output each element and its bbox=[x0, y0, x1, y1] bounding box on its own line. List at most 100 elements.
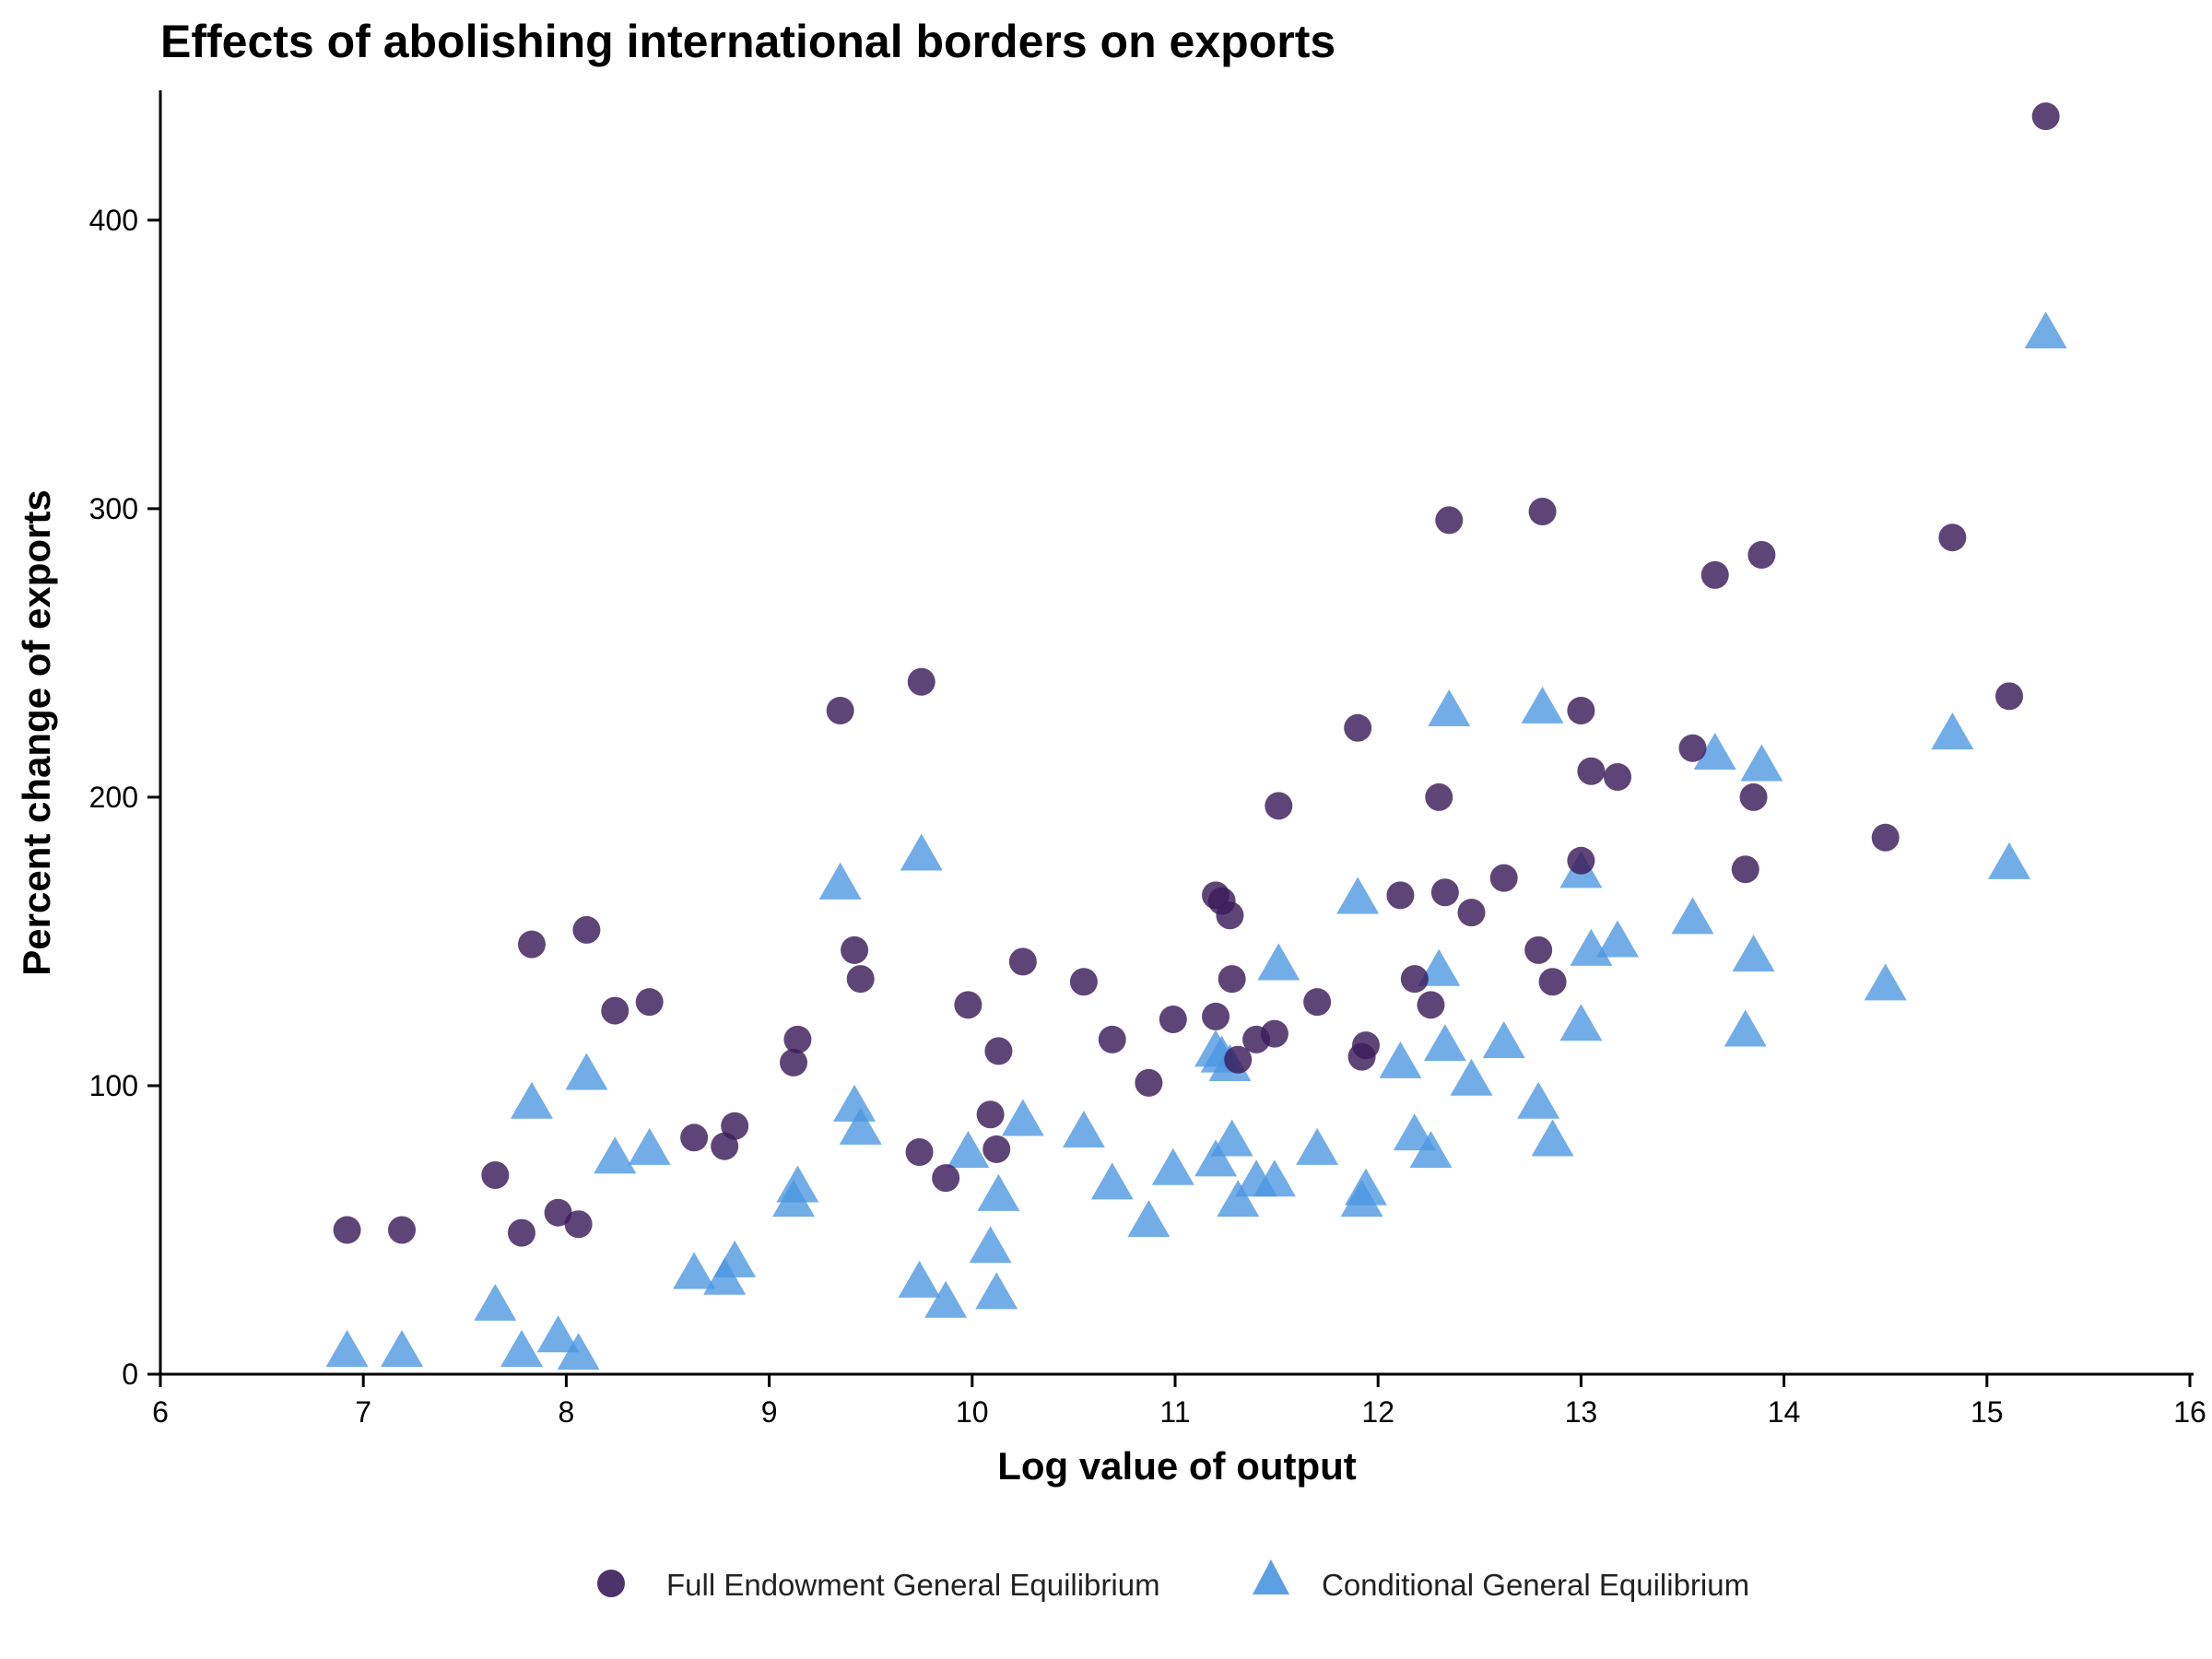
chart-title: Effects of abolishing international bord… bbox=[160, 16, 1335, 67]
conditional-ge-point bbox=[1062, 1111, 1105, 1148]
conditional-ge-point bbox=[839, 1107, 882, 1145]
full-endowment-ge-point bbox=[1303, 988, 1332, 1017]
x-tick-label: 14 bbox=[1768, 1395, 1801, 1429]
conditional-ge-point bbox=[1693, 732, 1736, 770]
conditional-ge-point bbox=[557, 1333, 600, 1371]
conditional-ge-point bbox=[1864, 963, 1907, 1001]
x-tick-label: 8 bbox=[559, 1395, 575, 1429]
full-endowment-ge-point bbox=[846, 965, 875, 994]
conditional-ge-point bbox=[1090, 1162, 1134, 1200]
legend-label-conditional: Conditional General Equilibrium bbox=[1322, 1568, 1749, 1602]
full-endowment-ge-point bbox=[1417, 991, 1445, 1019]
full-endowment-ge-point bbox=[982, 1135, 1011, 1163]
full-endowment-ge-point bbox=[1202, 1002, 1230, 1030]
full-endowment-ge-point bbox=[954, 991, 982, 1019]
x-tick-label: 6 bbox=[152, 1395, 169, 1429]
full-endowment-ge-point bbox=[564, 1210, 593, 1239]
full-endowment-ge-point bbox=[1731, 855, 1759, 884]
full-endowment-ge-point bbox=[1938, 524, 1967, 552]
full-endowment-ge-point bbox=[1069, 968, 1098, 996]
full-endowment-ge-point bbox=[976, 1100, 1005, 1129]
y-tick-label: 100 bbox=[89, 1069, 138, 1102]
full-endowment-ge-point bbox=[841, 935, 869, 964]
x-axis-label: Log value of output bbox=[997, 1444, 1357, 1488]
full-endowment-ge-point bbox=[1700, 560, 1729, 589]
x-tick-label: 10 bbox=[956, 1395, 989, 1429]
full-endowment-ge-point bbox=[932, 1164, 960, 1193]
conditional-ge-point bbox=[510, 1081, 553, 1119]
full-endowment-ge-point bbox=[1435, 506, 1464, 535]
conditional-ge-point bbox=[1344, 1168, 1387, 1206]
conditional-ge-point bbox=[1253, 1159, 1296, 1197]
full-endowment-ge-point bbox=[333, 1216, 361, 1244]
conditional-ge-point bbox=[1450, 1058, 1493, 1096]
full-endowment-ge-point bbox=[1098, 1025, 1126, 1053]
conditional-ge-point bbox=[1732, 935, 1775, 972]
full-endowment-ge-point bbox=[1995, 682, 2024, 711]
full-endowment-ge-point bbox=[2031, 102, 2060, 131]
full-endowment-ge-point bbox=[1430, 878, 1459, 907]
conditional-ge-point bbox=[536, 1315, 580, 1353]
conditional-ge-point bbox=[628, 1127, 671, 1165]
conditional-ge-point bbox=[1988, 841, 2031, 879]
conditional-ge-point bbox=[673, 1252, 716, 1289]
conditional-ge-point bbox=[1724, 1009, 1767, 1047]
full-endowment-ge-point bbox=[1489, 864, 1518, 892]
legend-marker-conditional bbox=[1253, 1559, 1289, 1594]
conditional-ge-point bbox=[500, 1329, 543, 1367]
full-endowment-ge-point bbox=[1224, 1045, 1253, 1074]
full-endowment-ge-point bbox=[1218, 965, 1246, 994]
legend-marker-full-endowment bbox=[597, 1570, 625, 1597]
full-endowment-ge-point bbox=[1524, 935, 1553, 964]
x-tick-label: 12 bbox=[1361, 1395, 1394, 1429]
full-endowment-ge-point bbox=[1008, 947, 1037, 976]
y-tick-label: 400 bbox=[89, 204, 138, 237]
full-endowment-ge-point bbox=[1604, 763, 1632, 792]
conditional-ge-point bbox=[474, 1283, 517, 1321]
full-endowment-ge-point bbox=[601, 996, 629, 1025]
full-endowment-ge-point bbox=[907, 667, 935, 696]
full-endowment-ge-point bbox=[1344, 713, 1372, 742]
legend: Full Endowment General Equilibrium Condi… bbox=[597, 1559, 1749, 1602]
full-endowment-ge-point bbox=[1386, 881, 1415, 910]
full-endowment-ge-point bbox=[826, 697, 854, 725]
conditional-ge-point bbox=[594, 1136, 637, 1174]
full-endowment-ge-point bbox=[481, 1161, 510, 1190]
conditional-ge-point bbox=[1423, 1024, 1466, 1062]
full-endowment-ge-point bbox=[1528, 498, 1557, 526]
x-tick-label: 9 bbox=[761, 1395, 778, 1429]
full-endowment-ge-point bbox=[1747, 540, 1776, 569]
y-axis-ticks: 0 100 200 300 400 bbox=[89, 204, 160, 1391]
conditional-ge-point bbox=[1336, 877, 1380, 914]
x-tick-label: 13 bbox=[1565, 1395, 1598, 1429]
full-endowment-ge-point bbox=[544, 1198, 572, 1227]
full-endowment-ge-point bbox=[1457, 899, 1486, 927]
conditional-ge-point bbox=[947, 1130, 990, 1168]
conditional-ge-point bbox=[1379, 1041, 1422, 1078]
full-endowment-ge-point bbox=[680, 1124, 709, 1152]
conditional-ge-point bbox=[325, 1329, 369, 1367]
conditional-ge-point bbox=[1257, 943, 1300, 981]
full-endowment-ge-point bbox=[1265, 792, 1293, 820]
full-endowment-ge-point bbox=[1260, 1019, 1288, 1048]
conditional-ge-point bbox=[1296, 1127, 1339, 1165]
full-endowment-ge-point bbox=[1567, 697, 1595, 725]
conditional-ge-point bbox=[1740, 744, 1783, 782]
full-endowment-ge-point bbox=[984, 1037, 1013, 1065]
conditional-ge-point bbox=[977, 1173, 1020, 1211]
conditional-ge-point bbox=[565, 1053, 608, 1090]
full-endowment-ge-point bbox=[905, 1137, 934, 1166]
full-endowment-ge-point bbox=[1400, 965, 1429, 994]
full-endowment-ge-point bbox=[783, 1025, 812, 1053]
conditional-ge-point bbox=[1521, 686, 1564, 724]
conditional-ge-point bbox=[1217, 1180, 1260, 1218]
conditional-ge-point bbox=[1001, 1099, 1044, 1136]
conditional-ge-point bbox=[1559, 1004, 1603, 1041]
conditional-ge-point bbox=[713, 1240, 757, 1277]
full-endowment-ge-point bbox=[1159, 1005, 1187, 1033]
conditional-ge-point bbox=[969, 1226, 1012, 1264]
x-tick-label: 16 bbox=[2173, 1395, 2206, 1429]
full-endowment-ge-point bbox=[721, 1112, 749, 1140]
x-tick-label: 15 bbox=[1971, 1395, 2004, 1429]
